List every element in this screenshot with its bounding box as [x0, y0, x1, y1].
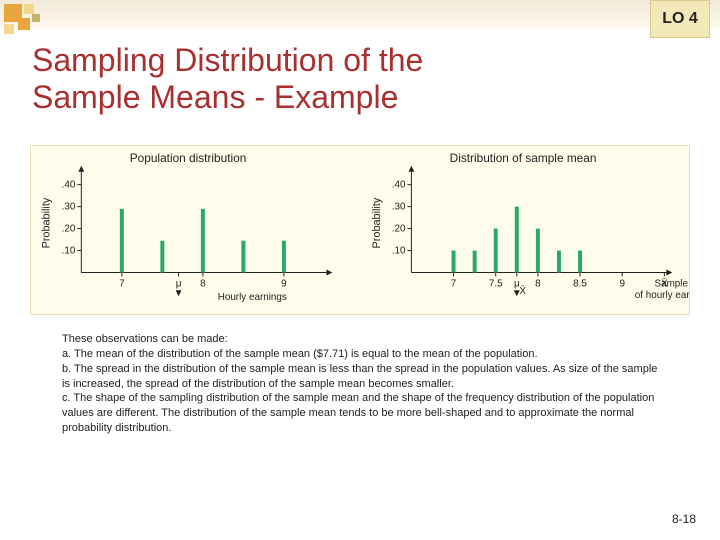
- svg-text:μ: μ: [176, 278, 182, 289]
- svg-text:Probability: Probability: [41, 197, 53, 248]
- svg-text:7: 7: [451, 278, 457, 289]
- svg-text:.40: .40: [392, 180, 406, 191]
- chart-svg: Population distribution Probability .10 .20…: [31, 146, 689, 314]
- title-line-1: Sampling Distribution of the: [32, 42, 423, 78]
- lo-badge: LO 4: [650, 0, 710, 38]
- svg-text:.20: .20: [392, 224, 406, 235]
- lo-badge-text: LO 4: [662, 10, 698, 28]
- svg-text:8.5: 8.5: [573, 278, 587, 289]
- svg-text:.20: .20: [62, 224, 76, 235]
- svg-text:X̄: X̄: [519, 286, 526, 297]
- svg-text:7: 7: [119, 278, 125, 289]
- svg-text:Hourly earnings: Hourly earnings: [218, 292, 287, 303]
- obs-c: c. The shape of the sampling distributio…: [62, 391, 662, 436]
- chart-region: Population distribution Probability .10 .20…: [30, 145, 690, 315]
- svg-text:.10: .10: [62, 245, 76, 256]
- obs-heading: These observations can be made:: [62, 332, 662, 347]
- title-line-2: Sample Means - Example: [32, 79, 398, 115]
- svg-text:.30: .30: [62, 202, 76, 213]
- svg-text:Distribution of sample mean: Distribution of sample mean: [450, 151, 597, 165]
- page-number: 8-18: [672, 512, 696, 526]
- svg-text:8: 8: [535, 278, 541, 289]
- obs-b: b. The spread in the distribution of the…: [62, 362, 662, 392]
- top-bar: [0, 0, 720, 28]
- svg-text:7.5: 7.5: [489, 278, 503, 289]
- svg-text:of hourly earnings: of hourly earnings: [635, 290, 689, 301]
- svg-text:Sample mean: Sample mean: [654, 278, 689, 289]
- svg-text:.40: .40: [62, 180, 76, 191]
- svg-text:.30: .30: [392, 202, 406, 213]
- svg-text:9: 9: [619, 278, 625, 289]
- svg-text:8: 8: [200, 278, 206, 289]
- observations: These observations can be made: a. The m…: [62, 332, 662, 436]
- page-title: Sampling Distribution of the Sample Mean…: [32, 42, 423, 116]
- svg-text:Population distribution: Population distribution: [130, 151, 247, 165]
- obs-a: a. The mean of the distribution of the s…: [62, 347, 662, 362]
- svg-text:.10: .10: [392, 245, 406, 256]
- page-number-text: 8-18: [672, 512, 696, 526]
- svg-text:Probability: Probability: [371, 197, 383, 248]
- svg-text:9: 9: [281, 278, 287, 289]
